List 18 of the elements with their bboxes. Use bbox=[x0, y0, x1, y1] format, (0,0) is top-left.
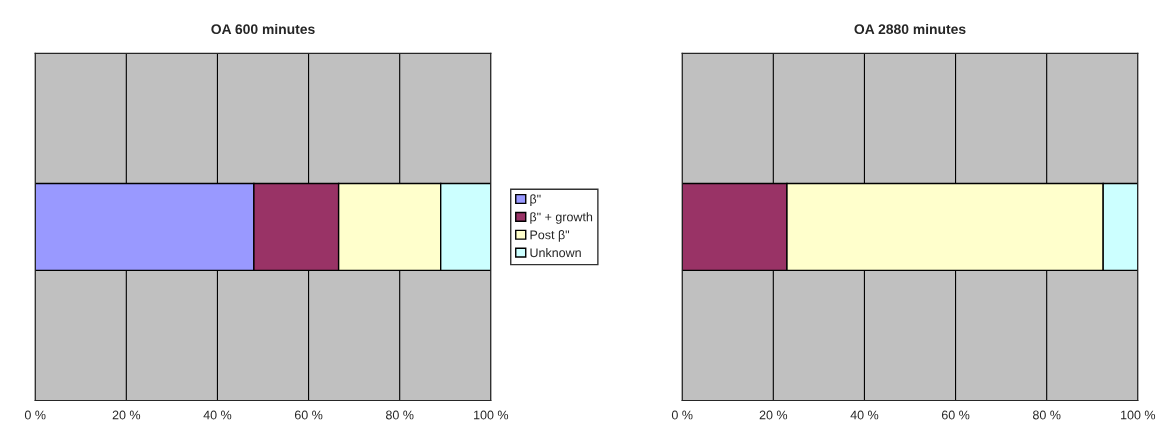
legend-label: β" bbox=[530, 194, 541, 206]
legend-label: Unknown bbox=[530, 247, 581, 258]
chart-title: OA 600 minutes bbox=[211, 23, 315, 35]
x-tick-label: 20 % bbox=[112, 410, 141, 420]
x-tick-label: 40 % bbox=[203, 410, 232, 420]
x-tick-label: 40 % bbox=[850, 410, 879, 420]
legend-label: β" + growth bbox=[530, 212, 593, 224]
x-tick-label: 100 % bbox=[474, 410, 509, 420]
legend-label: Post β" bbox=[530, 230, 570, 242]
chart-title: OA 2880 minutes bbox=[854, 23, 966, 35]
x-tick-label: 0 % bbox=[24, 410, 46, 420]
x-tick-label: 80 % bbox=[385, 410, 414, 420]
x-tick-label: 60 % bbox=[294, 410, 323, 420]
x-tick-label: 20 % bbox=[759, 410, 788, 420]
x-tick-label: 60 % bbox=[941, 410, 970, 420]
x-tick-label: 100 % bbox=[1121, 410, 1156, 420]
x-tick-label: 0 % bbox=[671, 410, 693, 420]
x-tick-label: 80 % bbox=[1032, 410, 1061, 420]
